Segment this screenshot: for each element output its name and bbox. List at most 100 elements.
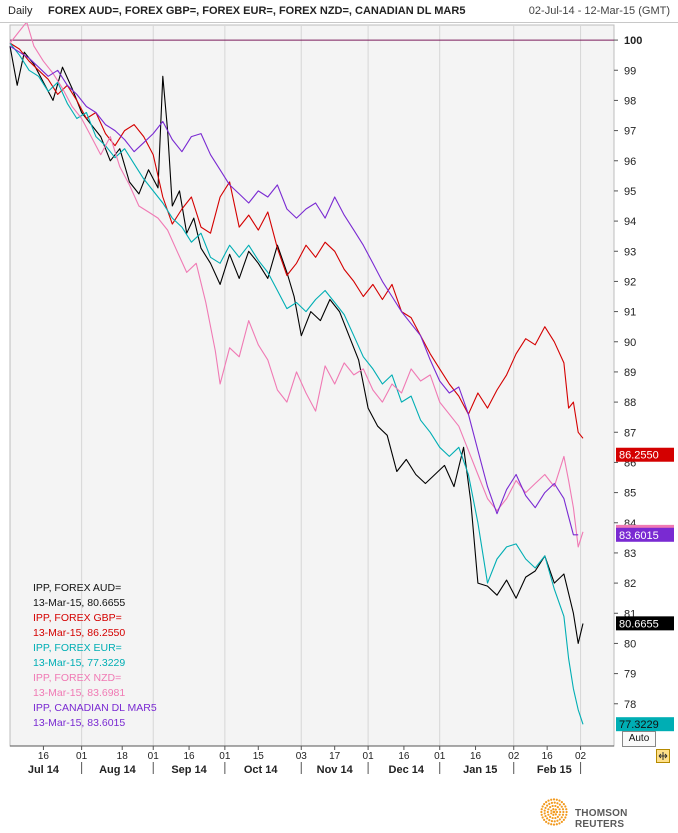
- series-line-5: [9, 45, 579, 536]
- logo-dot: [543, 812, 546, 815]
- logo-dot: [554, 813, 557, 816]
- logo-dot: [561, 813, 565, 816]
- y-tick-label: 82: [624, 578, 636, 590]
- series-line-2: [9, 42, 584, 439]
- x-tick-day-label: 03: [296, 751, 308, 762]
- last-value-badge-1: 80.6655: [616, 616, 674, 631]
- x-month-label: Feb 15: [537, 764, 572, 776]
- series-line-1: [9, 46, 584, 644]
- logo-dot: [560, 816, 563, 819]
- logo-dot: [552, 823, 556, 826]
- logo-dot: [550, 798, 553, 801]
- logo-dot: [551, 804, 554, 808]
- thomson-reuters-logo-icon: [540, 798, 568, 826]
- line-chart[interactable]: 7879808182838485868788899091929394959697…: [0, 21, 678, 783]
- logo-dot: [558, 813, 561, 816]
- last-value-badge-bg: [616, 717, 674, 732]
- legend-series-name: IPP, FOREX NZD=: [33, 672, 121, 684]
- zoom-fit-icon[interactable]: [656, 749, 670, 763]
- logo-dot: [564, 816, 567, 819]
- logo-dot: [547, 799, 550, 802]
- x-month-label: Jul 14: [28, 764, 60, 776]
- legend-series-value: 13-Mar-15, 80.6655: [33, 597, 125, 609]
- logo-dot: [552, 813, 555, 817]
- y-tick-label: 91: [624, 307, 636, 319]
- logo-dot: [555, 798, 558, 801]
- auto-scale-button[interactable]: Auto: [622, 731, 656, 747]
- last-value-badge-bg: [616, 527, 674, 542]
- logo-dot: [556, 802, 559, 805]
- logo-dot: [562, 803, 565, 806]
- x-tick-day-label: 16: [542, 751, 554, 762]
- logo-dot: [550, 812, 553, 815]
- y-tick-label: 88: [624, 397, 636, 409]
- y-tick-label: 95: [624, 186, 636, 198]
- y-tick-label: 99: [624, 65, 636, 77]
- logo-dot: [552, 798, 556, 801]
- y-tick-label: 94: [624, 216, 636, 228]
- logo-dot: [552, 807, 555, 811]
- logo-dot: [548, 819, 551, 822]
- legend-series-value: 13-Mar-15, 86.2550: [33, 627, 125, 639]
- logo-dot: [558, 803, 561, 806]
- y-tick-label: 89: [624, 367, 636, 379]
- logo-dot: [549, 806, 552, 809]
- last-value-label: 83.6015: [619, 530, 659, 542]
- logo-dot: [558, 799, 561, 802]
- logo-dot: [553, 820, 556, 823]
- logo-dot: [550, 820, 554, 823]
- legend-series-value: 13-Mar-15, 77.3229: [33, 657, 125, 669]
- legend-series-value: 13-Mar-15, 83.6981: [33, 687, 125, 699]
- logo-dot: [561, 808, 565, 811]
- logo-dot: [555, 810, 559, 814]
- chart-header: Daily FOREX AUD=, FOREX GBP=, FOREX EUR=…: [0, 0, 678, 23]
- last-value-label: 77.3229: [619, 719, 659, 731]
- x-tick-day-label: 01: [148, 751, 160, 762]
- logo-dot: [543, 809, 546, 812]
- logo-dot: [543, 803, 546, 806]
- date-range[interactable]: 02-Jul-14 - 12-Mar-15 (GMT): [528, 5, 670, 17]
- legend-series-name: IPP, FOREX GBP=: [33, 612, 122, 624]
- y-tick-label: 96: [624, 156, 636, 168]
- x-tick-day-label: 16: [398, 751, 410, 762]
- last-value-badge-bg: [616, 616, 674, 631]
- logo-dot: [541, 805, 544, 808]
- logo-dot: [547, 822, 550, 825]
- last-value-badge-bg: [616, 447, 674, 462]
- logo-dot: [554, 816, 557, 820]
- logo-dot: [548, 802, 551, 805]
- logo-dot: [552, 810, 556, 814]
- x-tick-day-label: 02: [508, 751, 520, 762]
- logo-dot: [560, 801, 563, 804]
- logo-dot: [544, 814, 547, 818]
- logo-dot: [565, 813, 568, 816]
- period-label[interactable]: Daily: [8, 5, 33, 17]
- legend-series-name: IPP, FOREX AUD=: [33, 582, 121, 594]
- logo-dot: [547, 813, 550, 816]
- x-tick-day-label: 01: [219, 751, 231, 762]
- y-tick-label: 87: [624, 427, 636, 439]
- logo-dot: [555, 823, 558, 826]
- y-tick-label: 98: [624, 95, 636, 107]
- logo-dot: [547, 808, 550, 811]
- x-tick-day-label: 02: [575, 751, 587, 762]
- y-tick-label: 78: [624, 699, 636, 711]
- logo-dot: [544, 806, 547, 810]
- y-tick-label: 79: [624, 669, 636, 681]
- logo-dot: [565, 808, 568, 811]
- logo-dot: [559, 810, 562, 814]
- logo-dot: [556, 819, 559, 822]
- x-tick-day-label: 16: [470, 751, 482, 762]
- logo-dot: [550, 809, 553, 812]
- series-line-3: [9, 42, 584, 725]
- logo-dot: [562, 810, 565, 814]
- logo-dot: [546, 804, 549, 807]
- x-tick-day-label: 16: [38, 751, 50, 762]
- x-month-label: Nov 14: [317, 764, 354, 776]
- x-month-label: Dec 14: [389, 764, 425, 776]
- y-tick-label: 83: [624, 548, 636, 560]
- x-tick-day-label: 01: [363, 751, 375, 762]
- x-tick-day-label: 18: [117, 751, 129, 762]
- logo-dot: [540, 813, 543, 816]
- chart-plot[interactable]: 78 79 80 81 82 83 84 85 86 87 88 89 90 91 92 93 94 95 96 97…: [0, 21, 678, 783]
